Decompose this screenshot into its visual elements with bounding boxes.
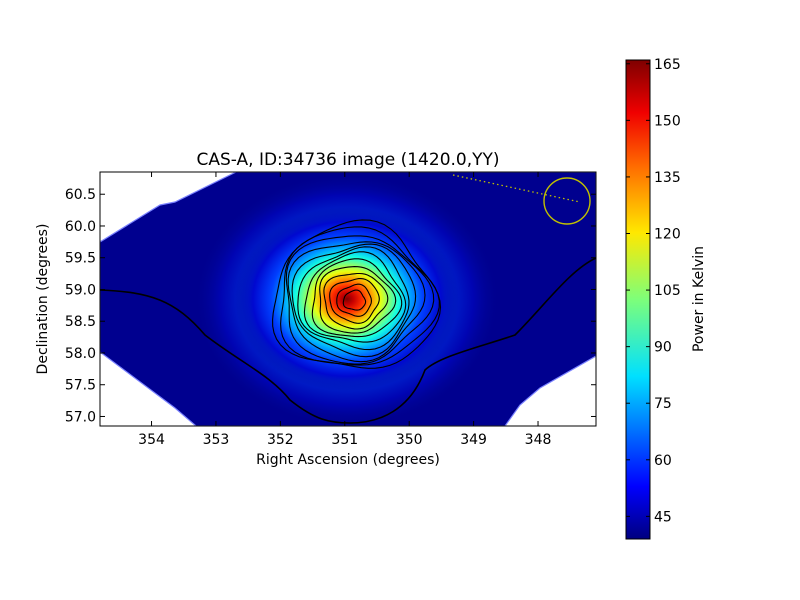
chart-title: CAS-A, ID:34736 image (1420.0,YY) — [196, 150, 499, 170]
colorbar: 45 60 75 90 105 120 135 150 165 Power in Kelvin — [625, 57, 707, 540]
x-tick-label: 351 — [331, 432, 358, 448]
y-tick-label: 60.0 — [65, 219, 96, 235]
colorbar-label: Power in Kelvin — [691, 246, 707, 352]
colorbar-gradient — [625, 59, 651, 540]
colorbar-tick-label: 90 — [654, 340, 672, 356]
colorbar-tick-label: 135 — [654, 170, 681, 186]
contour-line — [285, 235, 435, 365]
y-axis-ticks: 57.0 57.5 58.0 58.5 59.0 59.5 60.0 60.5 — [65, 187, 596, 425]
x-tick-label: 354 — [138, 432, 165, 448]
contour-line — [311, 258, 403, 338]
y-axis-label: Declination (degrees) — [35, 224, 51, 375]
y-tick-label: 59.5 — [65, 251, 96, 267]
y-tick-label: 58.0 — [65, 346, 96, 362]
x-tick-label: 352 — [267, 432, 294, 448]
x-tick-label: 349 — [460, 432, 487, 448]
contour-line — [329, 278, 380, 324]
contour-line — [280, 226, 440, 366]
colorbar-tick-label: 45 — [654, 509, 672, 525]
beam-marker — [543, 177, 591, 225]
y-tick-label: 57.0 — [65, 409, 96, 425]
x-tick-label: 348 — [525, 432, 552, 448]
beam-pointer-line — [452, 174, 581, 203]
colorbar-ticks: 45 60 75 90 105 120 135 150 165 — [626, 57, 681, 525]
y-tick-label: 60.5 — [65, 187, 96, 203]
outer-contour-line — [100, 257, 596, 424]
contour-line — [291, 243, 417, 358]
contour-line — [272, 219, 442, 369]
x-tick-label: 350 — [396, 432, 423, 448]
colorbar-tick-label: 105 — [654, 283, 681, 299]
colorbar-tick-label: 60 — [654, 453, 672, 469]
contour-line — [297, 246, 410, 351]
contour-line — [342, 289, 367, 311]
colorbar-tick-label: 120 — [654, 226, 681, 242]
contour-line — [323, 272, 389, 330]
colorbar-tick-label: 150 — [654, 113, 681, 129]
colorbar-tick-label: 75 — [654, 396, 672, 412]
plot-area — [100, 172, 596, 426]
contour-line — [303, 251, 407, 343]
y-tick-label: 58.5 — [65, 314, 96, 330]
y-tick-label: 57.5 — [65, 378, 96, 394]
contour-lines — [272, 219, 442, 369]
contour-line — [319, 266, 397, 334]
x-axis-ticks: 354 353 352 351 350 349 348 — [138, 172, 551, 448]
x-axis-label: Right Ascension (degrees) — [256, 452, 440, 468]
plot-frame — [99, 171, 597, 427]
contour-line — [287, 241, 426, 363]
contour-line — [336, 283, 372, 317]
x-tick-label: 353 — [203, 432, 230, 448]
colorbar-tick-label: 165 — [654, 57, 681, 73]
y-tick-label: 59.0 — [65, 282, 96, 298]
